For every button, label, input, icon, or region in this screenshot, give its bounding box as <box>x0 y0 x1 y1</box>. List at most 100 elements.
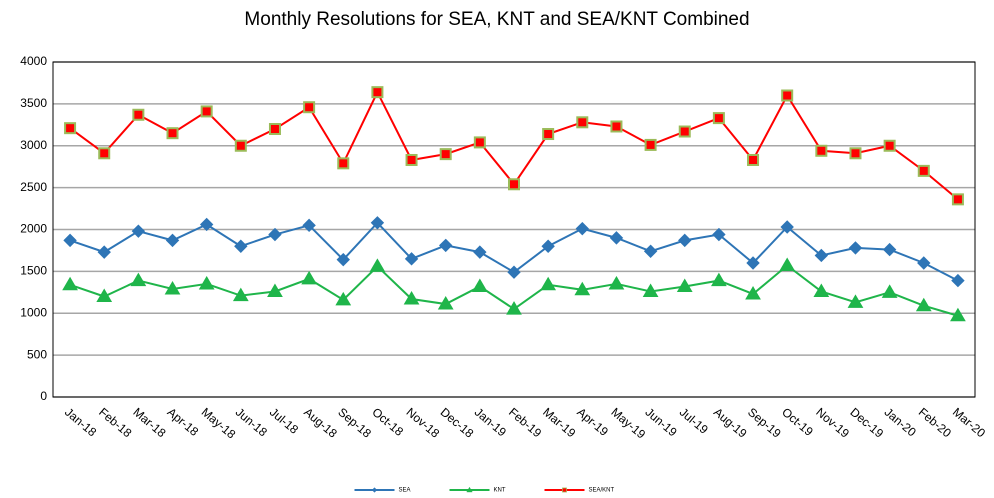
marker <box>747 153 760 166</box>
marker <box>64 122 77 135</box>
marker <box>439 148 452 161</box>
marker <box>950 307 966 322</box>
marker <box>200 105 213 118</box>
y-tick-label: 2500 <box>20 180 47 194</box>
marker <box>644 138 657 151</box>
x-tick-label: Jun-19 <box>643 405 680 440</box>
marker <box>130 272 147 287</box>
marker <box>132 108 145 121</box>
x-tick-label: Jan-20 <box>882 405 919 440</box>
marker <box>438 238 453 253</box>
x-tick-label: Jan-19 <box>472 405 509 440</box>
marker <box>62 276 78 291</box>
marker <box>915 297 932 312</box>
marker <box>63 233 77 248</box>
marker <box>781 89 794 102</box>
legend-label: KNT <box>494 488 506 494</box>
marker <box>951 273 965 288</box>
marker <box>678 233 692 248</box>
marker <box>813 283 830 297</box>
marker <box>404 252 419 266</box>
legend-marker <box>466 486 473 493</box>
marker <box>234 139 247 152</box>
x-tick-label: May-19 <box>608 405 648 442</box>
marker <box>337 157 350 170</box>
marker <box>403 291 420 305</box>
marker <box>574 281 591 296</box>
marker <box>643 244 658 258</box>
x-tick-label: Dec-19 <box>848 405 887 441</box>
marker <box>610 120 623 133</box>
marker <box>712 112 725 125</box>
y-tick-label: 1500 <box>20 264 47 278</box>
marker <box>608 275 625 290</box>
marker <box>234 239 248 253</box>
marker <box>507 265 521 279</box>
marker <box>576 116 589 129</box>
x-tick-label: Feb-19 <box>506 405 544 440</box>
marker <box>609 231 624 245</box>
x-tick-label: Mar-18 <box>130 405 168 440</box>
marker <box>814 248 829 263</box>
marker <box>164 280 181 295</box>
legend-label: SEA/KNT <box>589 488 615 494</box>
marker <box>165 233 180 248</box>
marker <box>541 239 555 253</box>
legend-label: SEA <box>399 488 411 494</box>
marker <box>370 216 385 230</box>
marker <box>267 283 283 297</box>
marker <box>199 217 214 232</box>
marker <box>678 125 691 138</box>
x-tick-label: Aug-19 <box>711 405 750 441</box>
chart-title: Monthly Resolutions for SEA, KNT and SEA… <box>244 9 749 30</box>
x-tick-label: Jul-19 <box>677 405 711 437</box>
x-tick-label: Feb-18 <box>96 405 134 440</box>
marker <box>746 256 760 270</box>
marker <box>542 128 555 141</box>
marker <box>473 136 486 149</box>
marker <box>745 285 761 300</box>
marker <box>848 241 863 255</box>
marker <box>779 257 796 272</box>
marker <box>369 258 386 272</box>
marker <box>303 101 316 114</box>
marker <box>881 284 898 298</box>
marker <box>437 296 454 310</box>
marker <box>575 221 590 236</box>
marker <box>471 278 488 292</box>
marker <box>847 294 864 308</box>
legend-marker <box>371 487 378 493</box>
marker <box>371 86 384 99</box>
marker <box>232 287 249 302</box>
marker <box>712 227 726 242</box>
x-tick-label: Feb-20 <box>916 405 954 440</box>
x-tick-label: Mar-19 <box>540 405 578 440</box>
x-tick-label: May-18 <box>199 405 239 442</box>
marker <box>540 276 557 291</box>
marker <box>268 227 282 242</box>
marker <box>917 256 931 270</box>
marker <box>268 123 281 135</box>
x-tick-label: Oct-18 <box>369 405 406 439</box>
marker <box>951 193 964 206</box>
marker <box>508 178 520 191</box>
x-tick-label: Aug-18 <box>301 405 340 441</box>
marker <box>917 164 930 177</box>
marker <box>506 301 522 315</box>
marker <box>301 270 317 285</box>
marker <box>98 147 111 160</box>
marker <box>131 224 146 238</box>
legend: SEA KNT SEA/KNT <box>354 486 615 494</box>
x-tick-label: Nov-19 <box>813 405 852 441</box>
marker <box>335 291 352 306</box>
y-tick-label: 3000 <box>20 138 47 152</box>
marker <box>198 275 215 290</box>
marker <box>711 272 727 287</box>
marker <box>780 220 794 234</box>
marker <box>642 283 659 297</box>
marker <box>166 127 179 140</box>
x-tick-label: Jan-18 <box>62 405 99 440</box>
x-tick-label: Nov-18 <box>404 405 443 441</box>
x-tick-label: Jun-18 <box>233 405 270 440</box>
y-tick-label: 4000 <box>20 54 47 68</box>
